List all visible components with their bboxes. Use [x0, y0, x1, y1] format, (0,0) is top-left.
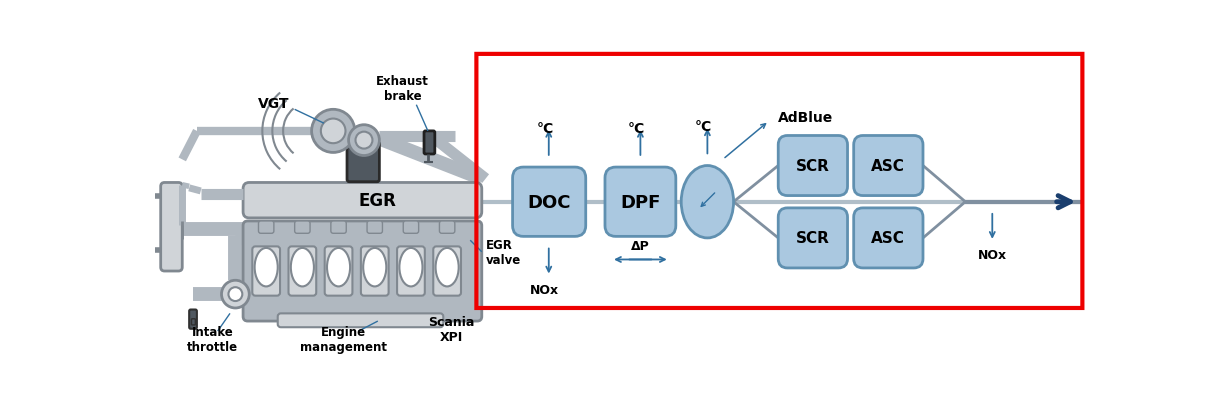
Text: ASC: ASC [871, 159, 905, 174]
FancyBboxPatch shape [361, 247, 389, 296]
FancyBboxPatch shape [331, 222, 347, 234]
FancyBboxPatch shape [398, 247, 424, 296]
FancyBboxPatch shape [778, 136, 847, 196]
Ellipse shape [681, 166, 733, 238]
Text: AdBlue: AdBlue [778, 111, 834, 125]
Text: DPF: DPF [621, 193, 661, 211]
FancyBboxPatch shape [433, 247, 461, 296]
FancyBboxPatch shape [191, 319, 195, 325]
Text: VGT: VGT [258, 97, 290, 111]
Circle shape [228, 288, 242, 301]
Text: Exhaust
brake: Exhaust brake [376, 75, 429, 102]
Text: Intake
throttle: Intake throttle [187, 325, 238, 353]
Text: °C: °C [536, 122, 554, 136]
Ellipse shape [435, 248, 458, 287]
Circle shape [222, 281, 250, 308]
FancyBboxPatch shape [404, 222, 418, 234]
Text: NOx: NOx [530, 283, 559, 296]
Ellipse shape [327, 248, 350, 287]
Text: ASC: ASC [871, 231, 905, 246]
Circle shape [349, 126, 379, 156]
Text: Engine
management: Engine management [299, 325, 387, 353]
FancyBboxPatch shape [513, 168, 585, 237]
Text: SCR: SCR [796, 159, 830, 174]
Text: ΔP: ΔP [631, 239, 650, 252]
FancyBboxPatch shape [278, 313, 444, 327]
FancyBboxPatch shape [853, 136, 924, 196]
Text: EGR: EGR [359, 192, 396, 210]
FancyBboxPatch shape [605, 168, 676, 237]
Circle shape [311, 110, 355, 153]
Text: °C: °C [694, 120, 713, 134]
Text: Scania
XPI: Scania XPI [428, 315, 474, 343]
FancyBboxPatch shape [244, 183, 482, 218]
Ellipse shape [364, 248, 387, 287]
Circle shape [321, 119, 345, 144]
Text: DOC: DOC [527, 193, 571, 211]
Circle shape [355, 132, 372, 149]
FancyBboxPatch shape [189, 310, 196, 329]
Text: NOx: NOx [978, 248, 1007, 261]
FancyBboxPatch shape [295, 222, 310, 234]
Text: °C: °C [628, 122, 645, 136]
FancyBboxPatch shape [424, 132, 435, 155]
Ellipse shape [255, 248, 278, 287]
FancyBboxPatch shape [258, 222, 274, 234]
FancyBboxPatch shape [440, 222, 454, 234]
Text: EGR
valve: EGR valve [486, 238, 521, 266]
FancyBboxPatch shape [161, 183, 182, 271]
Ellipse shape [400, 248, 423, 287]
FancyBboxPatch shape [252, 247, 280, 296]
FancyBboxPatch shape [853, 208, 924, 268]
FancyBboxPatch shape [244, 222, 482, 321]
FancyBboxPatch shape [325, 247, 353, 296]
FancyBboxPatch shape [778, 208, 847, 268]
FancyBboxPatch shape [367, 222, 383, 234]
FancyBboxPatch shape [288, 247, 316, 296]
Text: SCR: SCR [796, 231, 830, 246]
FancyBboxPatch shape [347, 142, 379, 182]
Ellipse shape [291, 248, 314, 287]
